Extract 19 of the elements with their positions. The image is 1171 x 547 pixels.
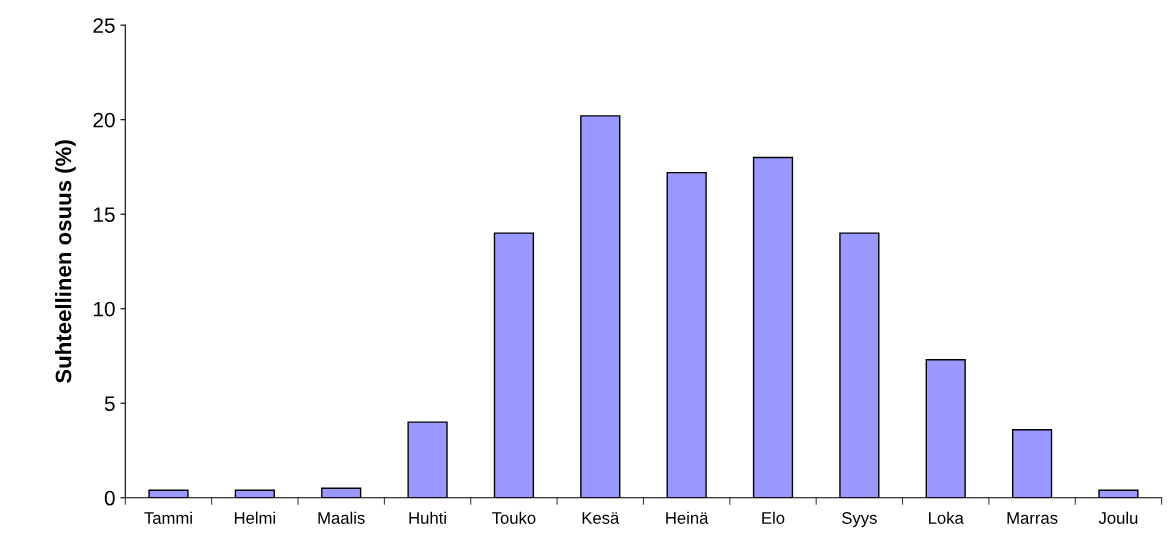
x-tick-label: Helmi xyxy=(234,511,276,524)
x-tick-label: Huhti xyxy=(409,511,446,524)
y-tick-label: 20 xyxy=(93,112,115,128)
y-axis-title: Suhteellinen osuus (%) xyxy=(55,140,76,384)
y-tick-label: 0 xyxy=(104,490,115,506)
x-tick-label: Heinä xyxy=(666,511,709,524)
x-tick-label: Kesä xyxy=(582,512,620,524)
x-tick-label: Marras xyxy=(1007,512,1058,524)
x-tick-label: Maalis xyxy=(318,511,365,524)
x-tick-label: Syys xyxy=(842,512,877,528)
x-tick-label: Touko xyxy=(492,511,536,524)
y-tick-label: 25 xyxy=(93,18,115,33)
y-tick-label: 10 xyxy=(93,301,115,317)
y-tick-label: 15 xyxy=(93,207,115,222)
x-tick-label: Elo xyxy=(762,511,785,524)
x-tick-label: Tammi xyxy=(144,511,192,524)
y-tick-label: 5 xyxy=(104,396,115,411)
x-tick-label: Joulu xyxy=(1098,511,1138,524)
x-tick-label: Loka xyxy=(929,511,964,524)
